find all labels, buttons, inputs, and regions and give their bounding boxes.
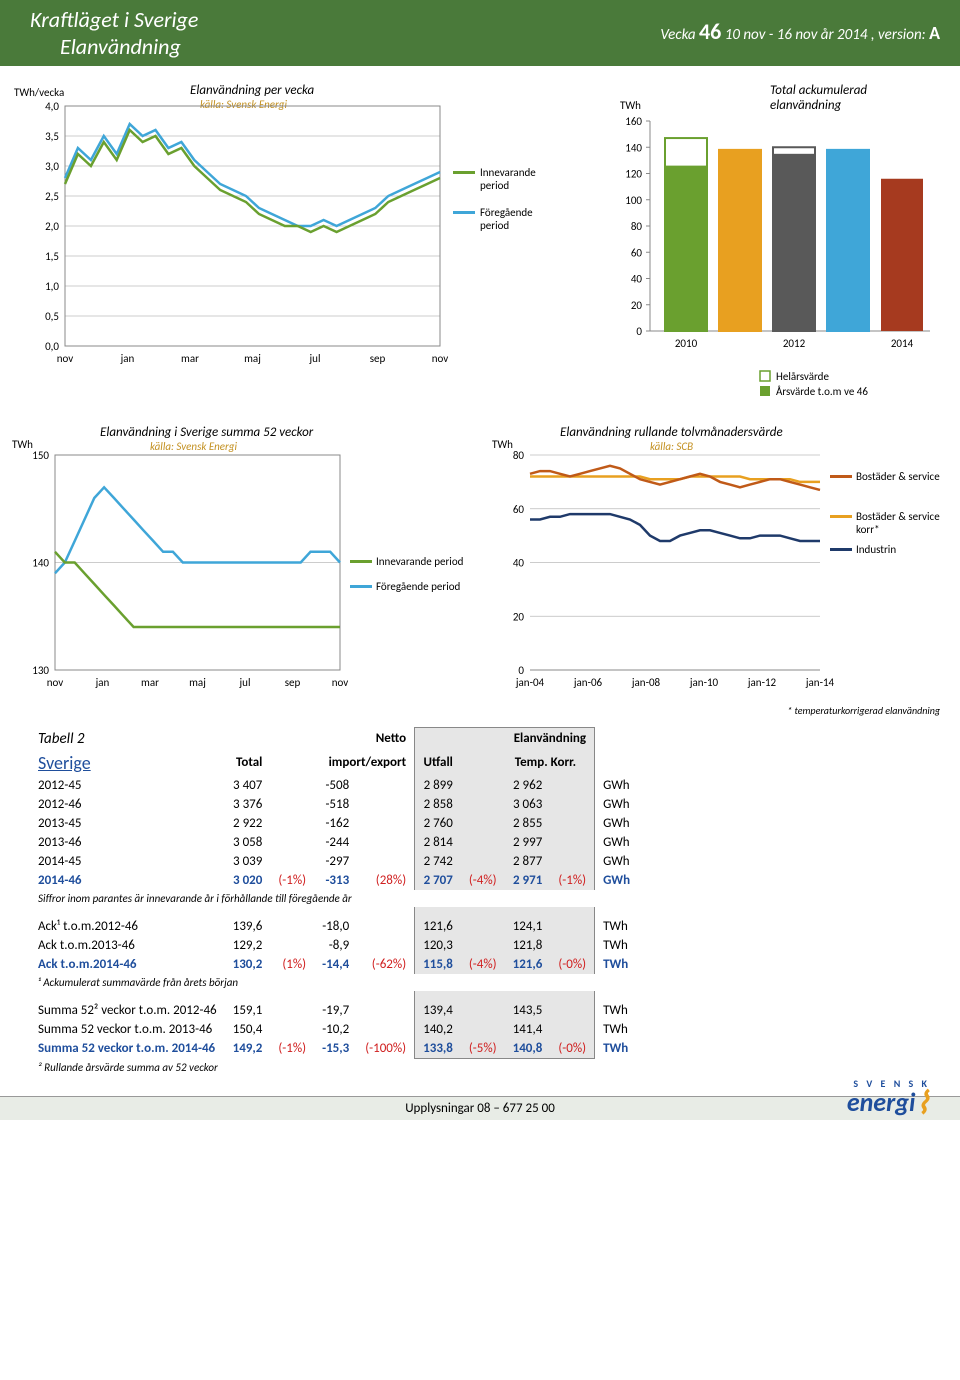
svg-text:Årsvärde t.o.m ve 46: Årsvärde t.o.m ve 46: [776, 385, 868, 398]
svg-text:jan-14: jan-14: [805, 676, 835, 689]
chart3-svg: Elanvändning i Sverige summa 52 veckorkä…: [10, 420, 480, 700]
chart2-svg: Total ackumuleradelanvändning TWh 0 20 40 60 8…: [580, 76, 950, 406]
svg-text:120: 120: [625, 168, 642, 181]
svg-text:nov: nov: [57, 352, 74, 365]
week-number: 46: [699, 18, 721, 45]
svg-text:Innevarande period: Innevarande period: [376, 555, 463, 568]
svg-text:40: 40: [513, 557, 525, 570]
logo-line2: energi⌇: [847, 1090, 930, 1114]
svg-text:mar: mar: [181, 352, 199, 365]
svg-text:nov: nov: [432, 352, 449, 365]
svg-text:Föregående period: Föregående period: [376, 580, 460, 593]
data-table: Tabell 2NettoElanvändningSverigeTotalimp…: [30, 727, 638, 1076]
svg-text:Bostäder & service: Bostäder & service: [856, 470, 940, 483]
page-header: Kraftläget i Sverige Elanvändning Vecka …: [0, 0, 960, 66]
svg-text:1,0: 1,0: [45, 280, 59, 293]
svg-text:Helårsvärde: Helårsvärde: [776, 370, 829, 383]
chart4-svg: Elanvändning rullande tolvmånadersvärdek…: [490, 420, 950, 700]
svg-text:80: 80: [513, 449, 525, 462]
week-label: Vecka: [660, 26, 695, 44]
header-title-1: Kraftläget i Sverige: [30, 6, 198, 33]
svg-text:elanvändning: elanvändning: [770, 98, 842, 113]
svg-text:jul: jul: [309, 352, 321, 365]
table-section: Tabell 2NettoElanvändningSverigeTotalimp…: [0, 717, 960, 1086]
svg-text:0: 0: [636, 325, 642, 338]
svg-text:mar: mar: [141, 676, 159, 689]
svg-text:TWh/vecka: TWh/vecka: [14, 86, 64, 99]
svg-text:jan: jan: [120, 352, 135, 365]
page-footer: Upplysningar 08 – 677 25 00 S V E N S K …: [0, 1096, 960, 1120]
svg-text:jan-08: jan-08: [631, 676, 661, 689]
svg-text:80: 80: [631, 220, 643, 233]
svg-text:jan-06: jan-06: [573, 676, 603, 689]
svg-text:period: period: [480, 179, 509, 192]
svg-text:källa: Svensk Energi: källa: Svensk Energi: [200, 98, 287, 111]
svg-text:3,0: 3,0: [45, 160, 59, 173]
svg-text:sep: sep: [285, 676, 301, 689]
version-label: version:: [878, 26, 926, 44]
svg-text:Industrin: Industrin: [856, 543, 896, 556]
svg-text:40: 40: [631, 273, 643, 286]
svg-text:maj: maj: [244, 352, 261, 365]
svg-text:TWh: TWh: [620, 99, 641, 112]
chart1-svg: Elanvändning per veckakälla: Svensk Ener…: [10, 76, 570, 406]
svg-text:2010: 2010: [675, 337, 698, 350]
chart-elanvandning-per-vecka: Elanvändning per veckakälla: Svensk Ener…: [10, 76, 570, 410]
svg-text:Bostäder & service: Bostäder & service: [856, 510, 940, 523]
svg-text:jan-12: jan-12: [747, 676, 777, 689]
svg-text:Total ackumulerad: Total ackumulerad: [770, 83, 867, 98]
svg-text:jan-10: jan-10: [689, 676, 719, 689]
svg-text:källa: Svensk Energi: källa: Svensk Energi: [150, 440, 237, 453]
svg-text:2014: 2014: [891, 337, 914, 350]
header-left: Kraftläget i Sverige Elanvändning: [30, 6, 198, 60]
svg-text:60: 60: [513, 503, 525, 516]
svg-text:Innevarande: Innevarande: [480, 166, 536, 179]
chart4-footnote: * temperaturkorrigerad elanvändning: [490, 704, 950, 717]
svg-text:2012: 2012: [783, 337, 806, 350]
svg-text:Elanvändning i Sverige summa 5: Elanvändning i Sverige summa 52 veckor: [100, 425, 314, 440]
svg-text:Föregående: Föregående: [480, 206, 533, 219]
chart-summa-52: Elanvändning i Sverige summa 52 veckorkä…: [10, 420, 480, 717]
chart-ackumulerad: Total ackumuleradelanvändning TWh 0 20 40 60 8…: [580, 76, 950, 410]
svg-text:60: 60: [631, 246, 643, 259]
header-title-2: Elanvändning: [30, 33, 198, 60]
chart-rullande-12: Elanvändning rullande tolvmånadersvärdek…: [490, 420, 950, 717]
svg-text:Elanvändning per vecka: Elanvändning per vecka: [190, 83, 314, 98]
svg-text:period: period: [480, 219, 509, 232]
svg-text:sep: sep: [370, 352, 386, 365]
version: A: [929, 22, 940, 44]
date-range: 10 nov - 16 nov år 2014 ,: [725, 26, 875, 44]
svg-text:jan: jan: [95, 676, 110, 689]
svg-text:TWh: TWh: [12, 438, 33, 451]
svg-text:nov: nov: [332, 676, 349, 689]
svg-text:källa: SCB: källa: SCB: [650, 440, 693, 453]
svg-text:160: 160: [625, 115, 642, 128]
svg-text:2,0: 2,0: [45, 220, 59, 233]
svg-text:maj: maj: [189, 676, 206, 689]
svg-text:nov: nov: [47, 676, 64, 689]
svg-text:100: 100: [625, 194, 642, 207]
svensk-energi-logo: S V E N S K energi⌇: [847, 1077, 930, 1114]
header-right: Vecka 46 10 nov - 16 nov år 2014 , versi…: [660, 6, 940, 45]
svg-text:0,5: 0,5: [45, 310, 59, 323]
svg-text:20: 20: [513, 610, 525, 623]
svg-text:Elanvändning rullande tolvmåna: Elanvändning rullande tolvmånadersvärde: [560, 425, 783, 440]
svg-text:1,5: 1,5: [45, 250, 59, 263]
svg-text:korr*: korr*: [856, 523, 880, 536]
svg-text:140: 140: [625, 141, 642, 154]
svg-text:4,0: 4,0: [45, 100, 59, 113]
footer-text: Upplysningar 08 – 677 25 00: [405, 1101, 555, 1116]
svg-text:jan-04: jan-04: [515, 676, 545, 689]
svg-text:2,5: 2,5: [45, 190, 59, 203]
svg-text:20: 20: [631, 299, 643, 312]
svg-text:140: 140: [32, 557, 49, 570]
svg-text:3,5: 3,5: [45, 130, 59, 143]
svg-text:jul: jul: [239, 676, 251, 689]
svg-text:TWh: TWh: [492, 438, 513, 451]
svg-text:150: 150: [32, 449, 49, 462]
